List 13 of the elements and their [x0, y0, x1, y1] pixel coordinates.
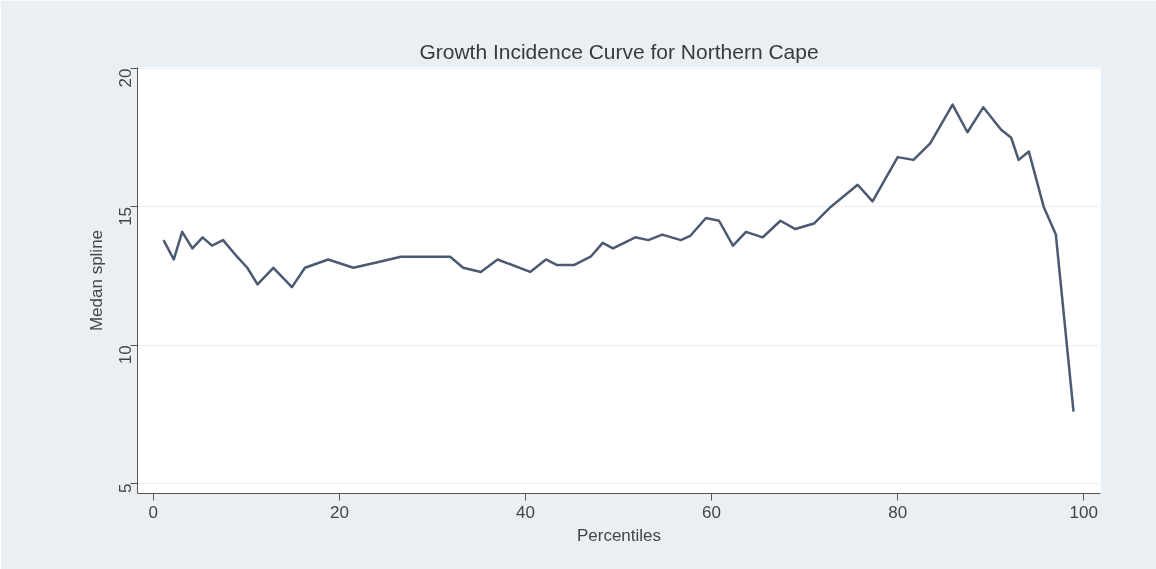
- y-tick-label: 5: [116, 483, 136, 493]
- y-tick-label: 15: [116, 206, 136, 226]
- y-axis-title: Medan spline: [86, 229, 106, 332]
- x-tick-label: 100: [1069, 502, 1098, 522]
- x-tick-label: 60: [702, 502, 722, 522]
- x-tick-label: 0: [148, 502, 159, 522]
- x-axis-title: Percentiles: [576, 525, 662, 545]
- x-tick-label: 40: [516, 502, 535, 522]
- y-tick-label: 10: [116, 345, 136, 365]
- x-tick-label: 20: [329, 502, 349, 522]
- y-tick-label: 20: [116, 68, 136, 88]
- chart-title: Growth Incidence Curve for Northern Cape: [419, 39, 819, 63]
- x-tick-label: 80: [888, 502, 908, 522]
